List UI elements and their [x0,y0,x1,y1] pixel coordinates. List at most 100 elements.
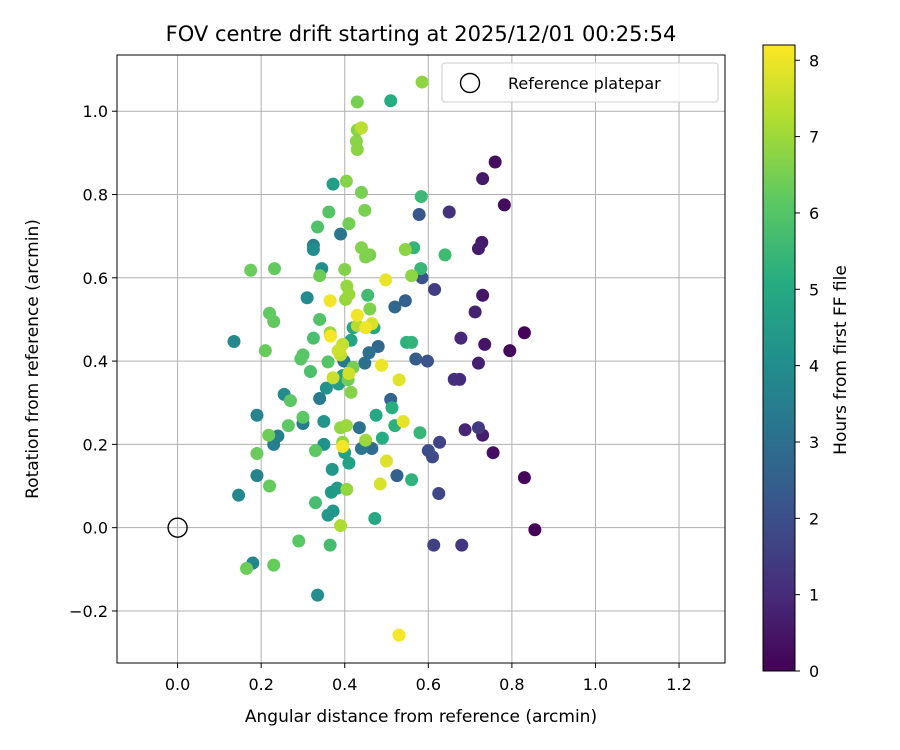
colorbar-label: Hours from first FF file [831,265,851,455]
y-tick-label: 0.2 [83,435,108,454]
data-point [361,288,375,302]
y-tick-label: 0.4 [83,352,108,371]
plot-frame [116,54,726,664]
data-point [384,94,398,108]
colorbar-tick-label: 8 [809,51,819,70]
data-point [294,352,308,366]
data-point [262,428,276,442]
data-point [390,469,404,483]
data-point [362,346,376,360]
data-point [250,469,264,483]
data-point [427,538,441,552]
data-point [306,331,320,345]
data-point [331,344,345,358]
x-tick-label: 0.2 [248,675,273,694]
data-point [375,431,389,445]
x-axis-ticks: 0.0 0.2 0.4 0.6 0.8 1.0 1.2 [165,663,692,694]
data-point [458,423,472,437]
data-point [388,300,402,314]
data-point [413,426,427,440]
y-tick-label: 0.8 [83,186,108,205]
data-points [227,75,542,642]
data-point [371,340,385,354]
data-point [240,561,254,575]
colorbar-tick-label: 3 [809,433,819,452]
data-point [326,177,340,191]
data-point [344,385,358,399]
data-point [468,305,482,319]
data-point [476,288,490,302]
data-point [354,121,368,135]
data-point [447,372,461,386]
data-point [350,143,364,157]
data-point [342,367,356,381]
colorbar-tick-label: 7 [809,128,819,147]
data-point [342,456,356,470]
data-point [414,190,428,204]
colorbar-tick-label: 2 [809,509,819,528]
data-point [308,496,322,510]
data-point [323,294,337,308]
x-tick-label: 1.2 [666,675,691,694]
data-point [321,355,335,369]
data-point [303,364,317,378]
data-point [330,481,344,495]
data-point [392,373,406,387]
data-point [339,419,353,433]
data-point [455,538,469,552]
y-axis-label: Rotation from reference (arcmin) [23,219,43,499]
data-point [313,269,327,283]
data-point [517,471,531,485]
data-point [311,588,325,602]
data-point [369,408,383,422]
y-tick-label: 0.6 [83,269,108,288]
data-point [454,331,468,345]
data-point [358,356,372,370]
data-point [323,538,337,552]
data-point [342,217,356,231]
data-point [392,628,406,642]
data-point [283,394,297,408]
data-point [375,358,389,372]
data-point [405,335,419,349]
data-point [432,487,446,501]
legend-box [441,62,719,103]
data-point [250,447,264,461]
data-point [306,242,320,256]
chart-title: FOV centre drift starting at 2025/12/01 … [166,22,677,46]
reference-marker-group [167,517,188,538]
data-point [373,477,387,491]
data-point [319,381,333,395]
data-point [339,174,353,188]
data-point [317,414,331,428]
data-point [359,433,373,447]
data-point [471,421,485,435]
data-point [471,356,485,370]
colorbar: 0 1 2 3 4 5 6 7 8 Hours from first FF file [762,44,851,681]
x-tick-label: 0.0 [165,675,190,694]
data-point [396,414,410,428]
data-point [324,329,338,343]
data-point [405,473,419,487]
x-tick-label: 1.0 [583,675,608,694]
data-point [405,269,419,283]
data-point [497,198,511,212]
x-tick-label: 0.4 [332,675,357,694]
colorbar-tick-label: 6 [809,204,819,223]
data-point [398,294,412,308]
colorbar-tick-label: 1 [809,586,819,605]
data-point [244,263,258,277]
data-point [380,454,394,468]
data-point [267,558,281,572]
data-point [334,519,348,533]
data-point [338,262,352,276]
data-point [433,435,447,449]
data-point [325,462,339,476]
data-point [415,75,429,89]
legend: Reference platepar [441,62,719,103]
data-point [313,312,327,326]
data-point [321,508,335,522]
data-point [281,419,295,433]
data-point [379,273,393,287]
